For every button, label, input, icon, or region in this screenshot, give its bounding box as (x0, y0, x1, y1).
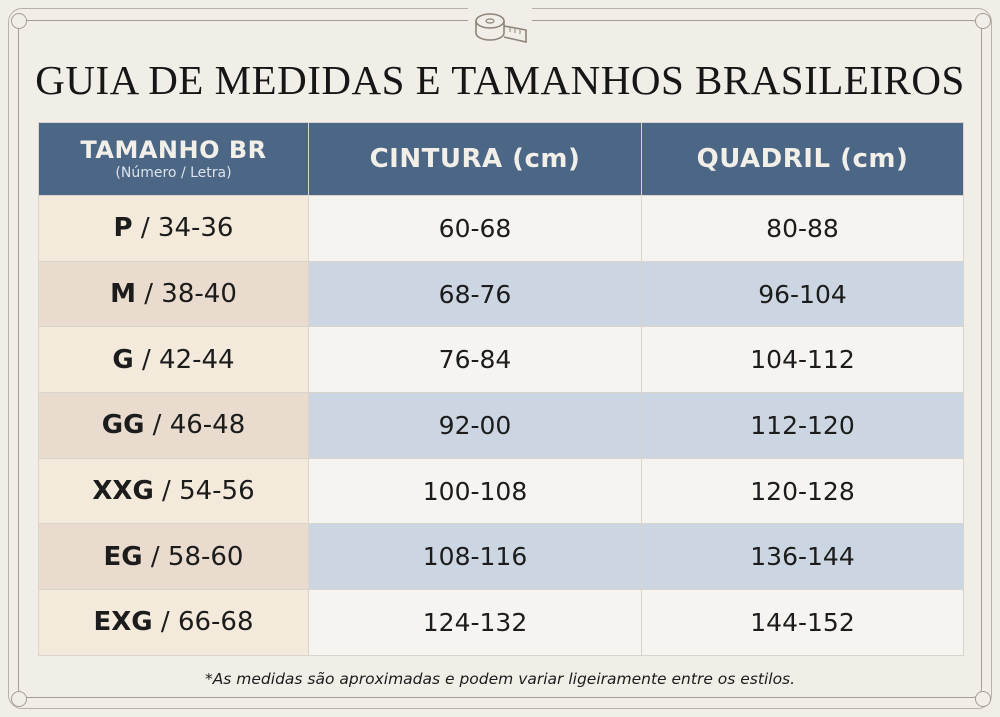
size-number: / 54-56 (153, 476, 255, 507)
waist-cell: 108-116 (308, 523, 642, 591)
corner-ornament (975, 13, 991, 29)
table-row: P / 34-36 60-68 80-88 (38, 195, 964, 262)
size-number: / 34-36 (132, 213, 234, 244)
size-number: / 58-60 (142, 541, 244, 572)
size-letter: P (113, 213, 133, 244)
header-size-sublabel: (Número / Letra) (115, 165, 232, 181)
size-letter: EXG (93, 607, 153, 638)
size-letter: XXG (92, 476, 154, 507)
footnote: *As medidas são aproximadas e podem vari… (204, 670, 796, 688)
size-letter: G (112, 344, 134, 375)
size-letter: EG (103, 541, 143, 572)
page-title: GUIA DE MEDIDAS E TAMANHOS BRASILEIROS (35, 57, 965, 103)
corner-ornament (975, 691, 991, 707)
hip-cell: 144-152 (641, 589, 964, 656)
size-chart-table: TAMANHO BR (Número / Letra) CINTURA (cm)… (38, 122, 964, 656)
waist-cell: 92-00 (308, 392, 642, 459)
table-row: EG / 58-60 108-116 136-144 (38, 523, 964, 591)
header-size: TAMANHO BR (Número / Letra) (38, 122, 309, 196)
hip-cell: 120-128 (641, 457, 964, 525)
size-cell: EXG / 66-68 (38, 589, 309, 656)
waist-cell: 60-68 (308, 195, 642, 262)
header-size-label: TAMANHO BR (80, 136, 267, 164)
size-cell: EG / 58-60 (38, 523, 309, 591)
waist-cell: 68-76 (308, 260, 642, 328)
hip-cell: 136-144 (641, 523, 964, 591)
corner-ornament (11, 691, 27, 707)
table-row: GG / 46-48 92-00 112-120 (38, 392, 964, 459)
hip-cell: 80-88 (641, 195, 964, 262)
size-number: / 38-40 (136, 279, 237, 310)
size-cell: XXG / 54-56 (38, 457, 309, 525)
size-cell: GG / 46-48 (38, 392, 309, 459)
size-letter: M (110, 279, 137, 310)
size-cell: P / 34-36 (38, 195, 309, 262)
table-row: G / 42-44 76-84 104-112 (38, 326, 964, 394)
corner-ornament (11, 13, 27, 29)
waist-cell: 124-132 (308, 589, 642, 656)
header-hip: QUADRIL (cm) (641, 122, 964, 196)
size-number: / 46-48 (144, 410, 246, 441)
waist-cell: 100-108 (308, 457, 642, 525)
size-cell: G / 42-44 (38, 326, 309, 394)
table-row: XXG / 54-56 100-108 120-128 (38, 457, 964, 525)
size-letter: GG (101, 410, 145, 441)
table-header-row: TAMANHO BR (Número / Letra) CINTURA (cm)… (38, 122, 964, 196)
size-number: / 42-44 (133, 344, 235, 375)
hip-cell: 112-120 (641, 392, 964, 459)
header-waist: CINTURA (cm) (308, 122, 642, 196)
size-number: / 66-68 (152, 607, 254, 638)
size-cell: M / 38-40 (38, 260, 309, 328)
table-row: EXG / 66-68 124-132 144-152 (38, 589, 964, 656)
hip-cell: 96-104 (641, 260, 964, 328)
hip-cell: 104-112 (641, 326, 964, 394)
table-row: M / 38-40 68-76 96-104 (38, 260, 964, 328)
measuring-tape-icon (468, 6, 532, 50)
waist-cell: 76-84 (308, 326, 642, 394)
